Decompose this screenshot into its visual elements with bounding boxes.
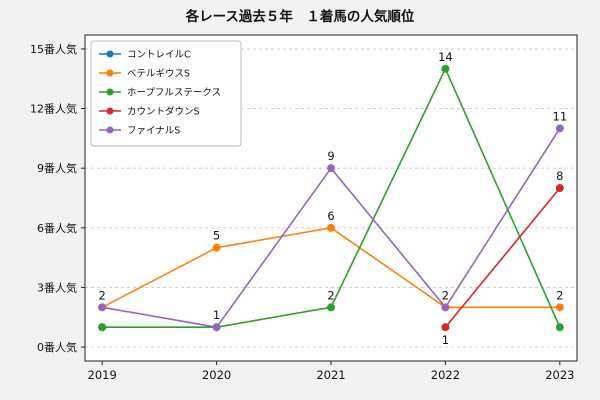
- data-point-4-2020: [212, 323, 221, 332]
- data-point-4-2019: [98, 303, 107, 312]
- y-tick-label: 0番人気: [37, 340, 77, 354]
- series-line-3: [444, 187, 561, 328]
- data-point-1-2023: [555, 303, 564, 312]
- y-tick-label: 12番人気: [30, 102, 77, 116]
- legend-label: カウントダウンS: [127, 106, 200, 118]
- legend-label: ファイナルS: [127, 126, 180, 137]
- point-label: 2: [327, 288, 334, 302]
- legend-marker: [106, 88, 114, 96]
- x-tick-label: 2019: [88, 368, 117, 382]
- legend-marker: [106, 69, 114, 77]
- legend-marker: [106, 126, 114, 134]
- y-tick-label: 9番人気: [37, 161, 77, 175]
- point-label: 11: [553, 109, 568, 123]
- legend-label: ベテルギウスS: [127, 69, 190, 80]
- legend-marker: [106, 107, 114, 115]
- data-point-4-2021: [327, 164, 335, 173]
- x-tick-label: 2022: [431, 368, 460, 382]
- data-point-3-2022: [441, 323, 450, 332]
- data-point-4-2022: [441, 303, 450, 312]
- point-label: 2: [442, 288, 449, 302]
- data-point-2-2022: [441, 64, 450, 73]
- point-label: 2: [556, 288, 563, 302]
- point-label: 9: [327, 149, 334, 163]
- data-point-2-2023: [555, 323, 564, 332]
- data-point-4-2023: [555, 124, 564, 133]
- point-label: 2: [98, 288, 105, 302]
- data-point-1-2020: [212, 243, 221, 252]
- data-point-3-2023: [555, 184, 564, 193]
- x-tick-label: 2021: [316, 368, 345, 382]
- y-tick-label: 3番人気: [37, 280, 77, 294]
- point-label: 14: [438, 50, 453, 64]
- point-label: 1: [442, 333, 449, 347]
- legend-marker: [106, 50, 114, 58]
- point-label: 1: [213, 308, 220, 322]
- point-label: 6: [327, 209, 334, 223]
- x-tick-label: 2020: [202, 368, 231, 382]
- point-label: 8: [556, 169, 563, 183]
- y-tick-label: 15番人気: [30, 42, 77, 56]
- point-label: 5: [213, 229, 220, 243]
- data-point-2-2021: [327, 303, 335, 312]
- legend-label: コントレイルC: [127, 50, 191, 61]
- legend-label: ホープフルステークス: [127, 88, 221, 99]
- chart-title: 各レース過去５年 １着馬の人気順位: [185, 8, 415, 25]
- data-point-1-2021: [327, 223, 335, 232]
- legend-box: [90, 40, 242, 147]
- y-tick-label: 6番人気: [37, 221, 77, 235]
- x-tick-label: 2023: [545, 368, 574, 382]
- data-point-2-2019: [98, 323, 107, 332]
